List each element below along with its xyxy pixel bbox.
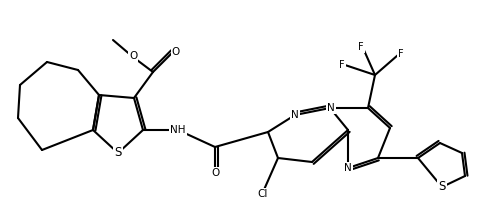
Text: N: N [291,110,299,120]
Text: N: N [344,163,352,173]
Text: O: O [211,168,219,178]
Text: NH: NH [170,125,186,135]
Text: N: N [327,103,335,113]
Text: F: F [398,49,404,59]
Text: F: F [339,60,345,70]
Text: S: S [114,147,122,159]
Text: Cl: Cl [258,189,268,199]
Text: S: S [438,180,446,194]
Text: O: O [172,47,180,57]
Text: F: F [358,42,364,52]
Text: O: O [129,51,137,61]
